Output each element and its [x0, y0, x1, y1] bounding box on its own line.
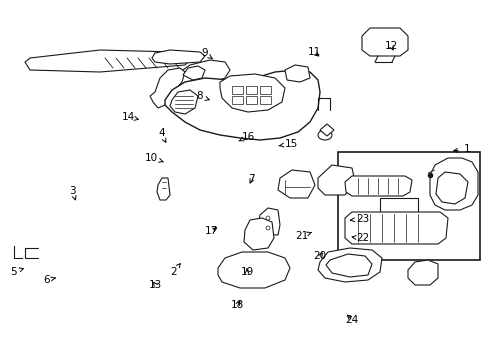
Ellipse shape — [265, 216, 269, 220]
Bar — [245, 96, 257, 104]
Text: 20: 20 — [313, 251, 326, 261]
Bar — [231, 86, 243, 94]
Text: 16: 16 — [239, 132, 255, 142]
Bar — [260, 96, 270, 104]
Polygon shape — [361, 28, 407, 56]
Polygon shape — [175, 60, 229, 90]
Polygon shape — [278, 170, 314, 198]
Polygon shape — [325, 254, 371, 277]
Polygon shape — [244, 218, 273, 250]
Text: 6: 6 — [43, 275, 55, 285]
Polygon shape — [164, 70, 319, 140]
Polygon shape — [157, 178, 170, 200]
Text: 24: 24 — [345, 315, 358, 325]
Text: 21: 21 — [295, 231, 311, 241]
Polygon shape — [407, 260, 437, 285]
Bar — [260, 86, 270, 94]
Text: 22: 22 — [351, 233, 369, 243]
Text: 4: 4 — [158, 128, 165, 142]
Polygon shape — [435, 172, 467, 204]
Polygon shape — [152, 50, 204, 64]
Text: 2: 2 — [170, 264, 180, 277]
Text: 13: 13 — [148, 280, 162, 290]
Polygon shape — [429, 158, 477, 210]
Polygon shape — [220, 74, 285, 112]
Text: 1: 1 — [453, 144, 469, 154]
Polygon shape — [317, 248, 381, 282]
Polygon shape — [317, 165, 354, 195]
Bar — [245, 86, 257, 94]
Polygon shape — [345, 212, 447, 244]
Text: 8: 8 — [196, 91, 209, 102]
Polygon shape — [258, 208, 280, 235]
Text: 23: 23 — [350, 214, 369, 224]
Text: 15: 15 — [278, 139, 297, 149]
Text: 12: 12 — [384, 41, 397, 51]
Text: 7: 7 — [248, 174, 255, 184]
Text: 14: 14 — [121, 112, 138, 122]
Polygon shape — [345, 176, 411, 196]
Polygon shape — [285, 65, 309, 82]
Polygon shape — [218, 252, 289, 288]
Polygon shape — [183, 66, 204, 80]
Text: 11: 11 — [306, 47, 320, 57]
Text: 10: 10 — [145, 153, 163, 163]
Polygon shape — [150, 68, 184, 108]
Bar — [337, 152, 479, 260]
Polygon shape — [170, 90, 198, 114]
Text: 9: 9 — [201, 48, 212, 59]
Text: 19: 19 — [240, 267, 253, 277]
Ellipse shape — [265, 226, 269, 230]
Polygon shape — [25, 50, 195, 72]
Polygon shape — [319, 124, 333, 136]
Text: 17: 17 — [204, 226, 218, 236]
Text: 5: 5 — [10, 267, 23, 277]
Text: 3: 3 — [69, 186, 76, 200]
Text: 18: 18 — [230, 300, 244, 310]
Bar — [231, 96, 243, 104]
Ellipse shape — [317, 130, 331, 140]
Bar — [379, 198, 417, 216]
